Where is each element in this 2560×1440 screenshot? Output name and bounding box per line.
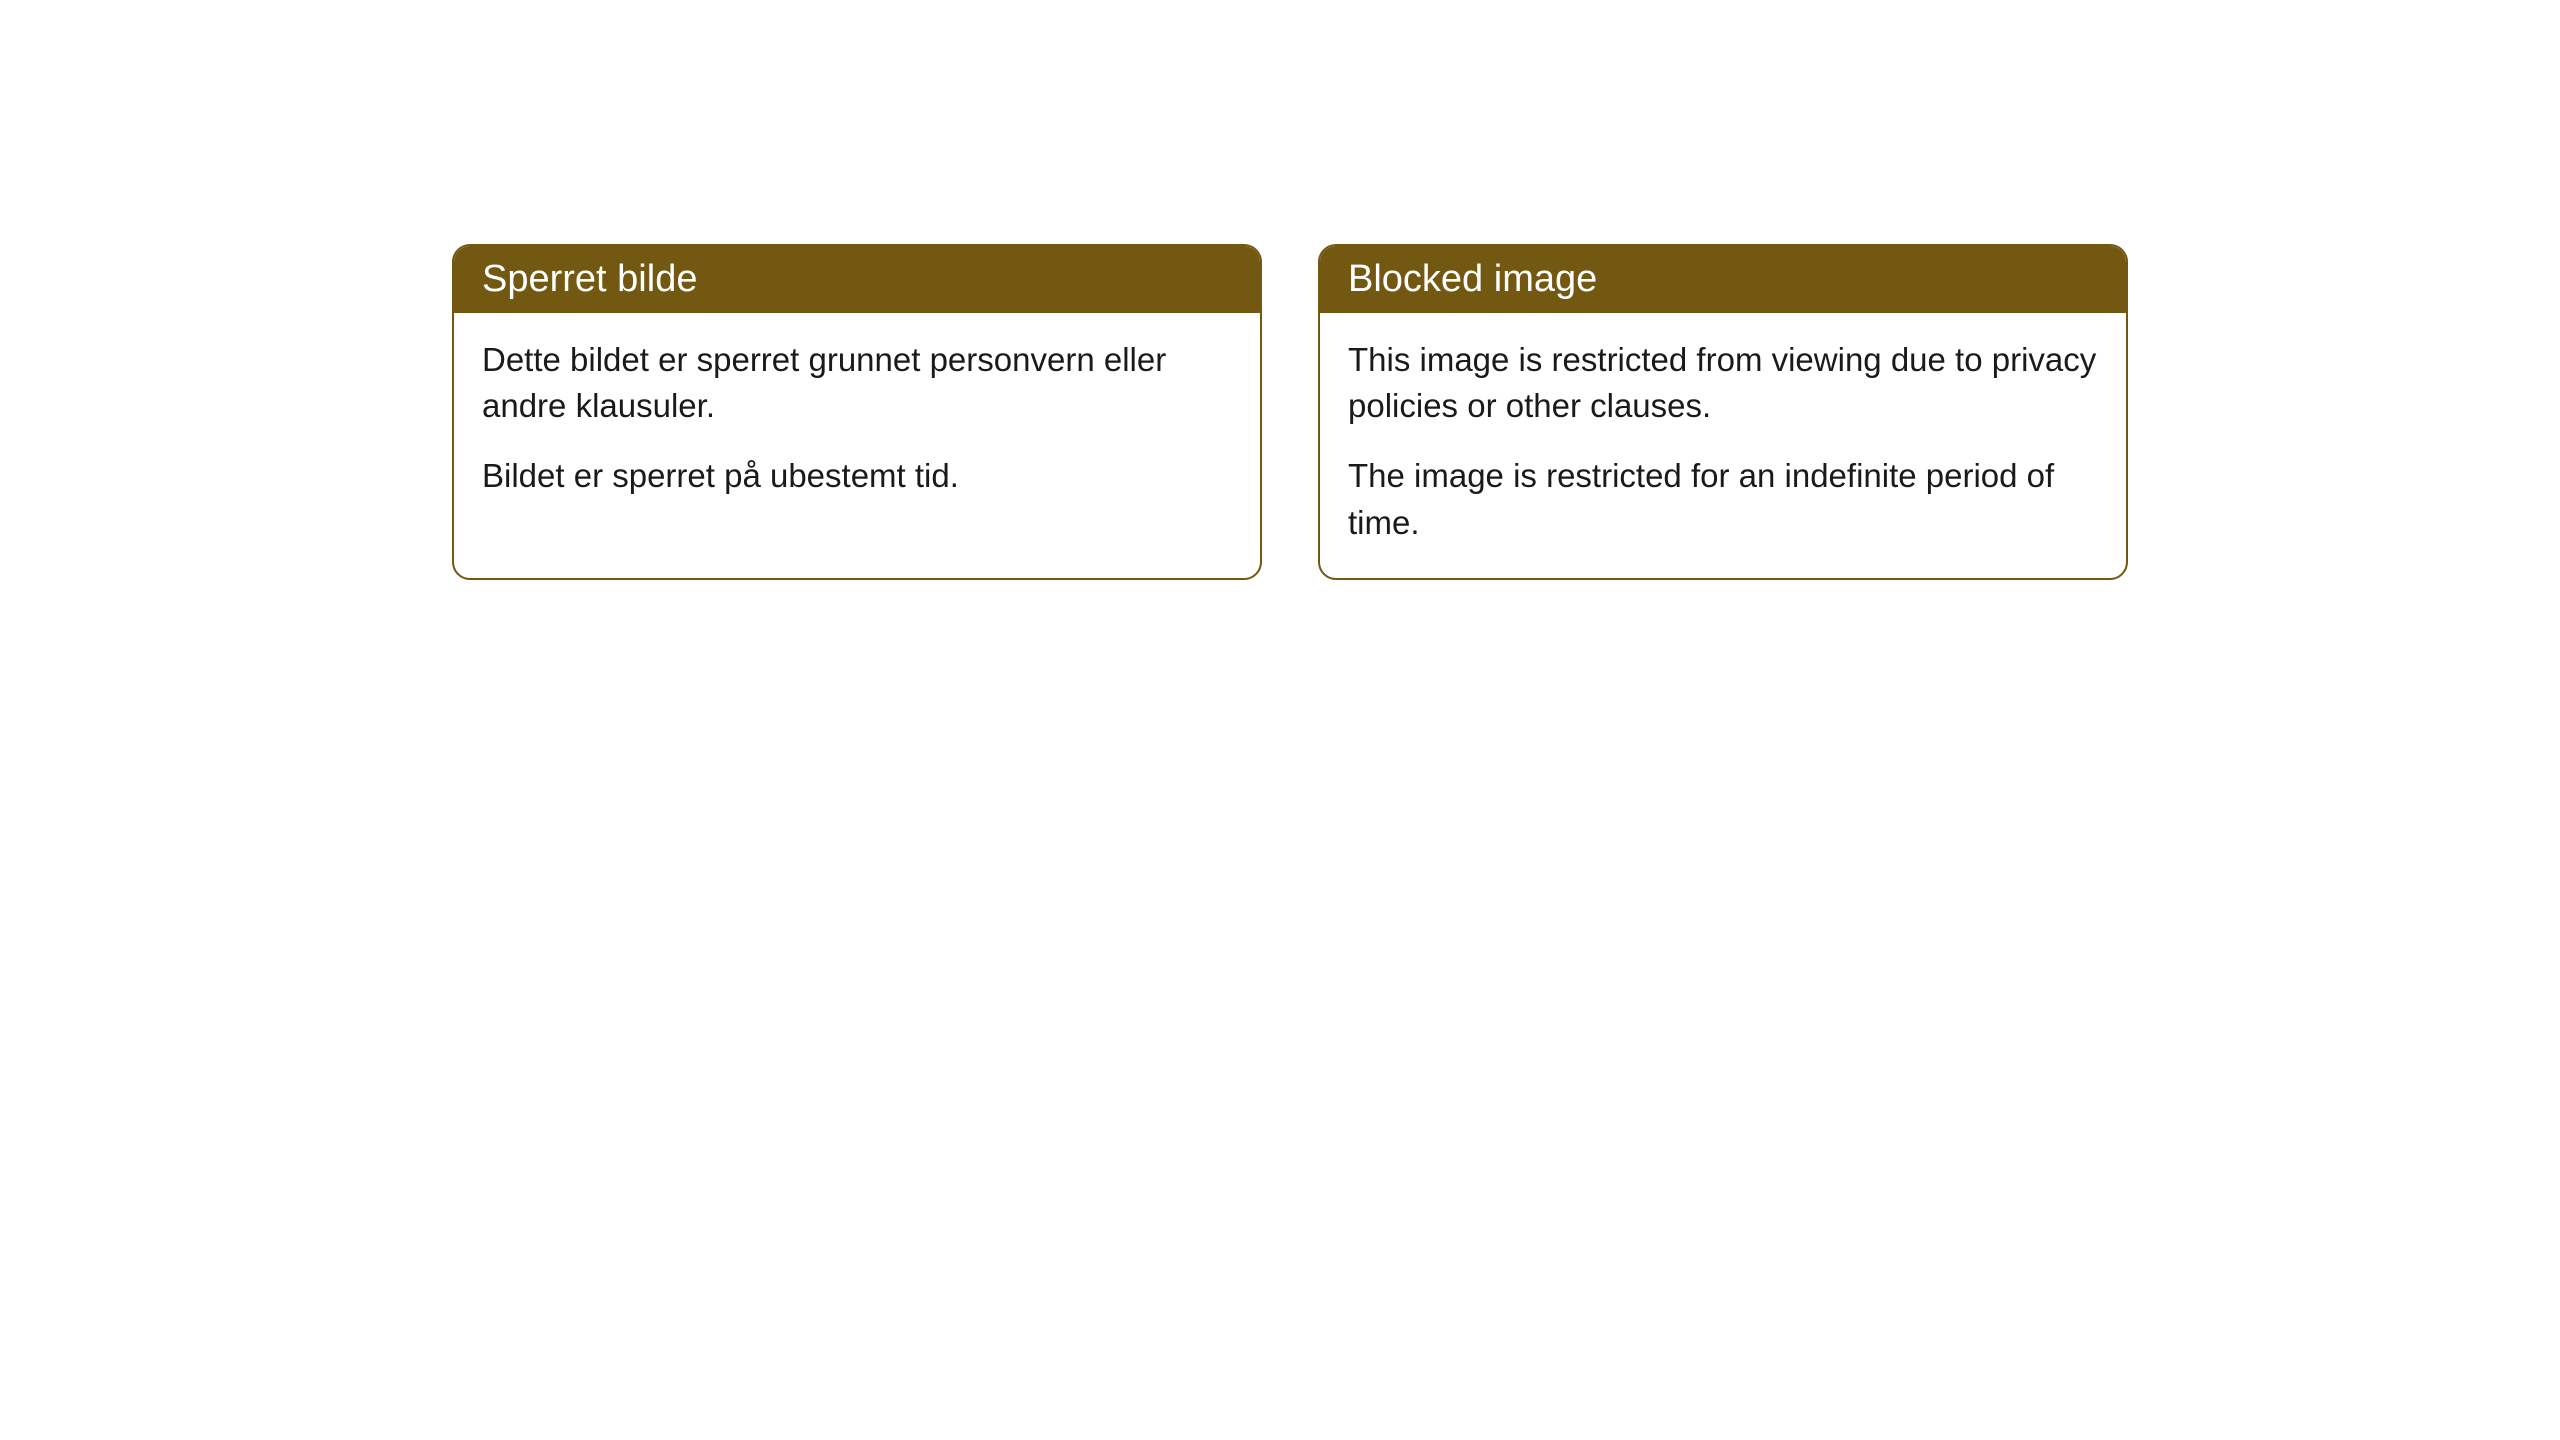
notice-card-norwegian: Sperret bilde Dette bildet er sperret gr… bbox=[452, 244, 1262, 580]
card-header: Blocked image bbox=[1320, 246, 2126, 313]
notice-card-english: Blocked image This image is restricted f… bbox=[1318, 244, 2128, 580]
notice-container: Sperret bilde Dette bildet er sperret gr… bbox=[452, 244, 2128, 580]
card-body: This image is restricted from viewing du… bbox=[1320, 313, 2126, 578]
card-paragraph: Bildet er sperret på ubestemt tid. bbox=[482, 453, 1232, 499]
card-body: Dette bildet er sperret grunnet personve… bbox=[454, 313, 1260, 532]
card-title: Blocked image bbox=[1348, 258, 1597, 300]
card-header: Sperret bilde bbox=[454, 246, 1260, 313]
card-paragraph: Dette bildet er sperret grunnet personve… bbox=[482, 337, 1232, 429]
card-paragraph: This image is restricted from viewing du… bbox=[1348, 337, 2098, 429]
card-title: Sperret bilde bbox=[482, 258, 697, 300]
card-paragraph: The image is restricted for an indefinit… bbox=[1348, 453, 2098, 545]
